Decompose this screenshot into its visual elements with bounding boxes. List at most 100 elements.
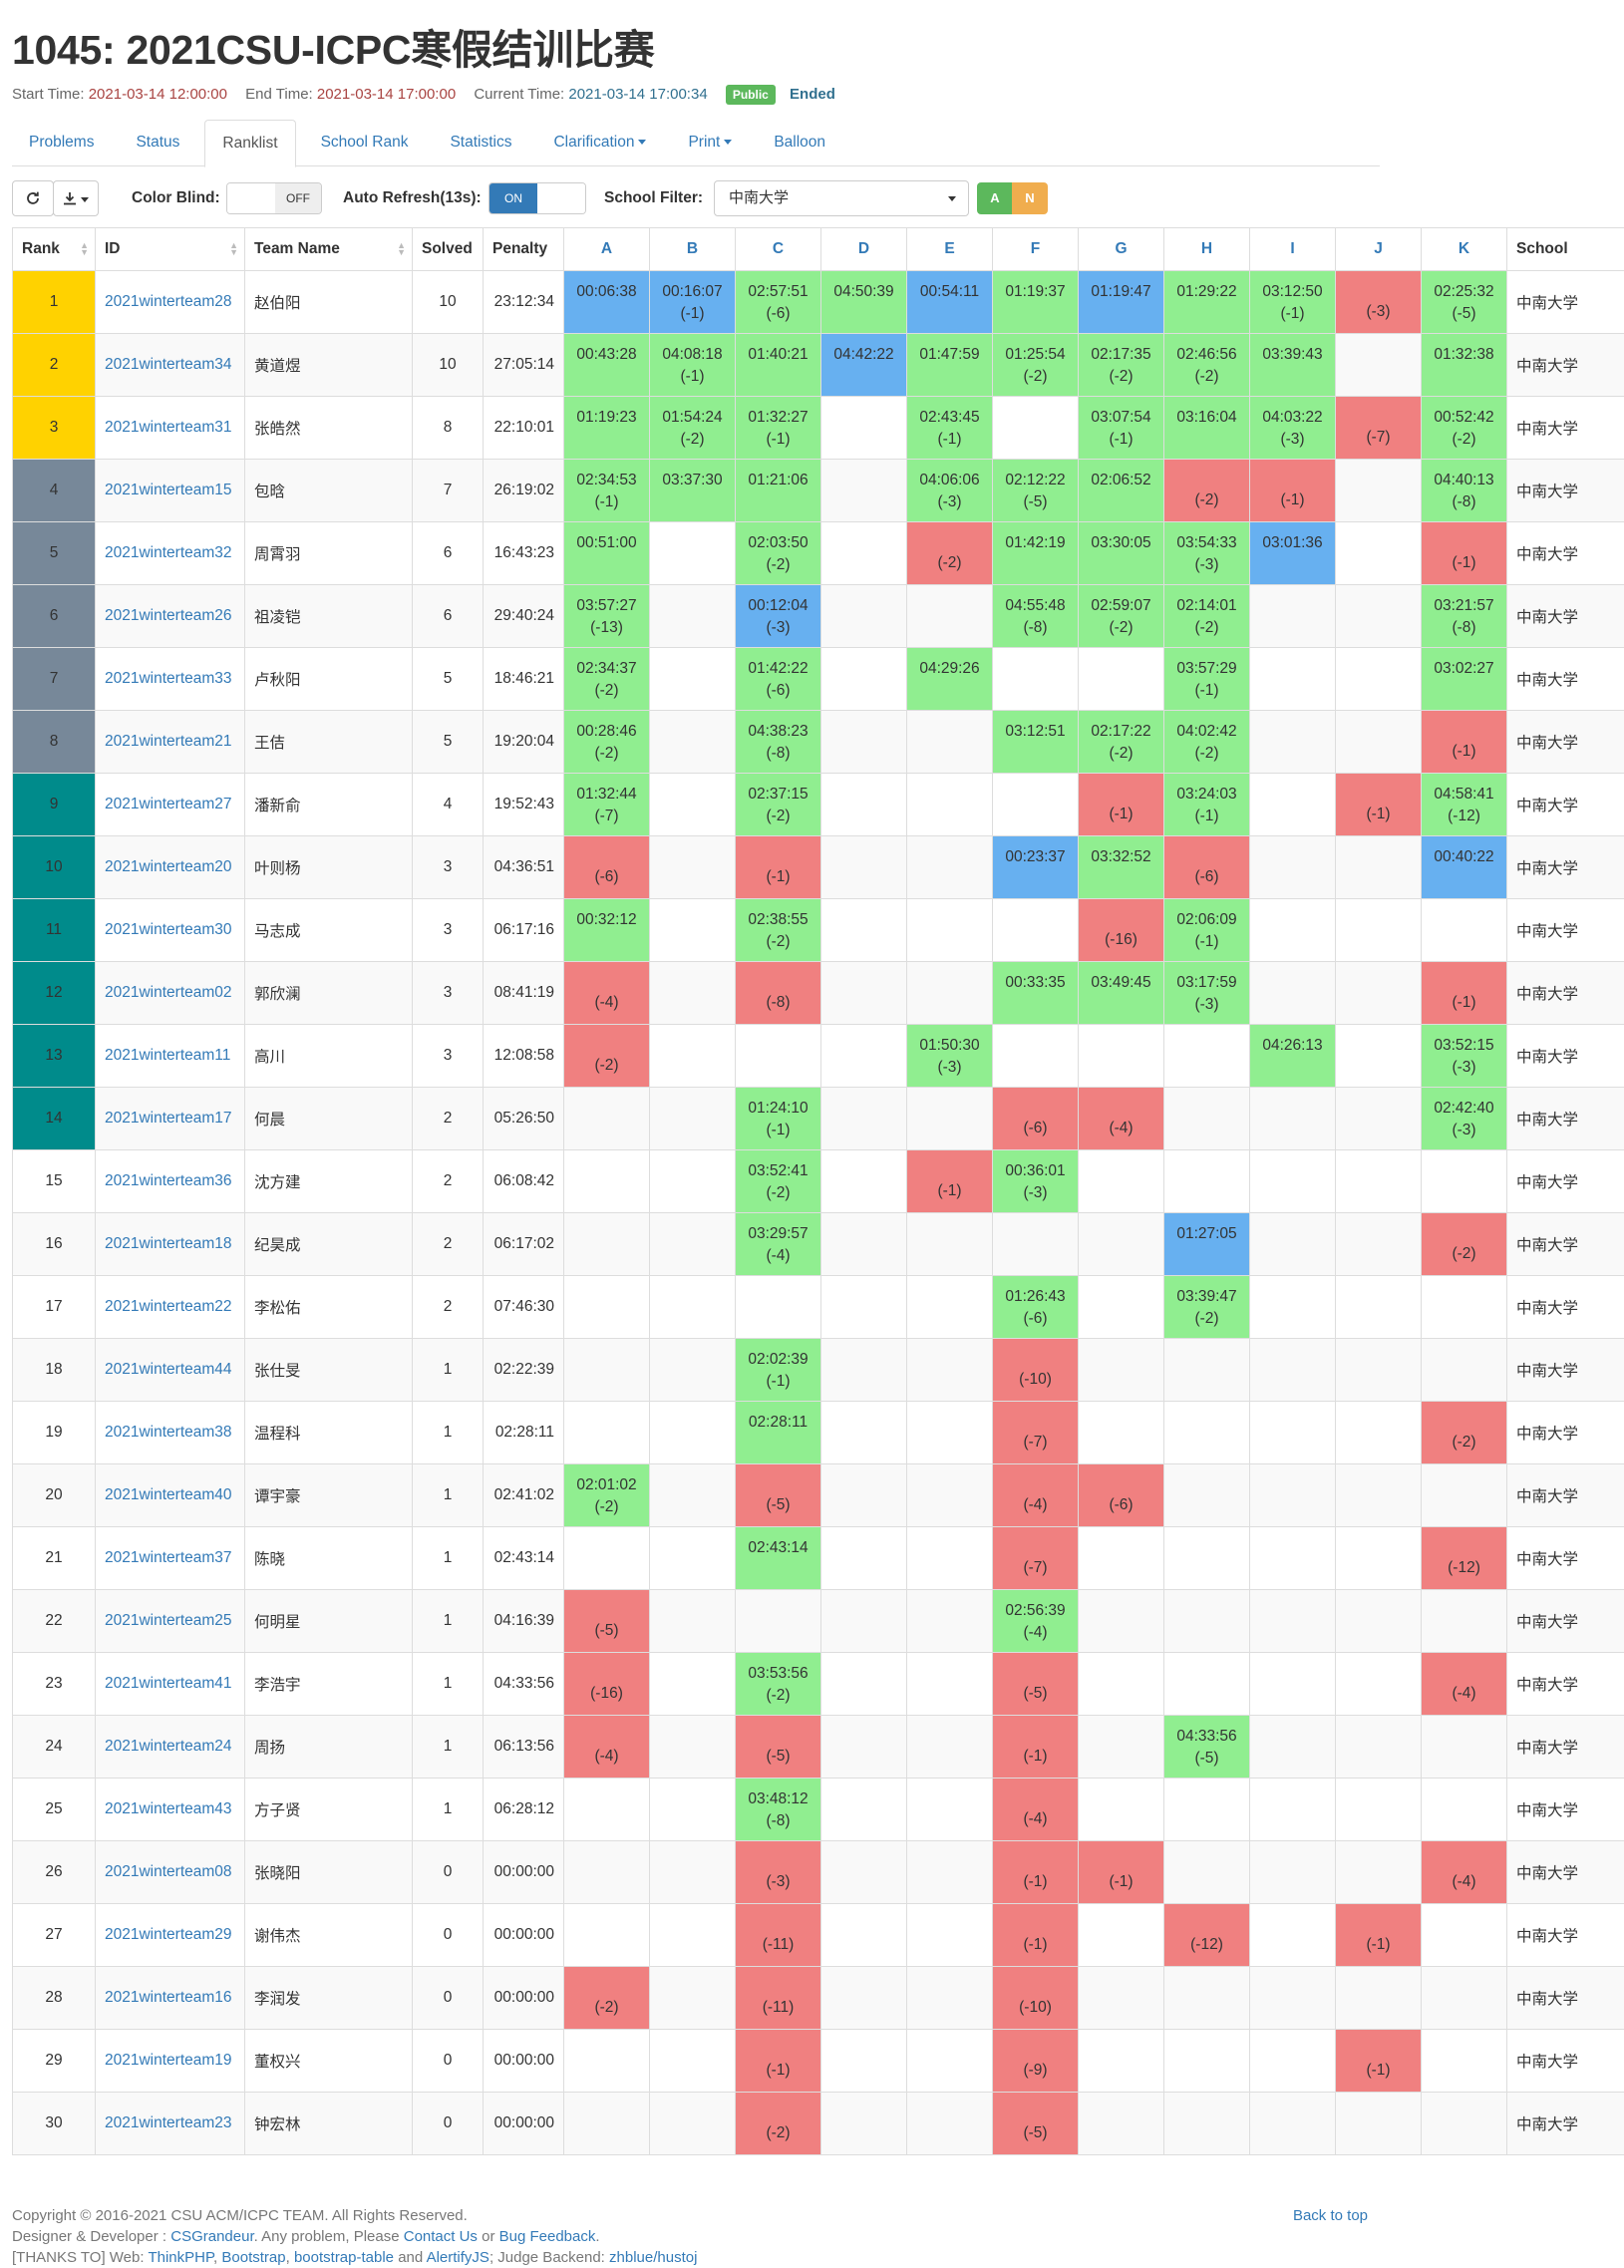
- bootstrap-link[interactable]: Bootstrap: [221, 2249, 286, 2266]
- contact-us-link[interactable]: Contact Us: [403, 2228, 478, 2245]
- team-id-link[interactable]: 2021winterteam32: [95, 521, 245, 585]
- problem-k-cell: (-4): [1421, 1652, 1507, 1716]
- team-id-link[interactable]: 2021winterteam38: [95, 1401, 245, 1464]
- team-id-link[interactable]: 2021winterteam25: [95, 1589, 245, 1653]
- solved-cell: 10: [412, 270, 484, 334]
- problem-g-cell: [1078, 1401, 1164, 1464]
- team-id-link[interactable]: 2021winterteam34: [95, 333, 245, 397]
- tab-school-rank[interactable]: School Rank: [320, 134, 409, 151]
- table-row: 30 2021winterteam23 钟宏林 0 00:00:00 (-2) (-5) 中南…: [12, 2092, 1624, 2155]
- team-id-link[interactable]: 2021winterteam08: [95, 1840, 245, 1904]
- col-solved-header[interactable]: Solved: [412, 227, 484, 271]
- ac-time: 02:37:15: [748, 786, 809, 803]
- table-header-row: Rank ▲ ▼ ID ▲ ▼ Team Name ▲ ▼ Solved Penalty A B C D E F…: [12, 227, 1624, 271]
- team-id-link[interactable]: 2021winterteam24: [95, 1715, 245, 1779]
- problem-i-cell: [1249, 1840, 1336, 1904]
- bootstrap-table-link[interactable]: bootstrap-table: [293, 2249, 395, 2266]
- team-id-link[interactable]: 2021winterteam26: [95, 584, 245, 648]
- team-id-link[interactable]: 2021winterteam15: [95, 459, 245, 522]
- col-problem-d-header[interactable]: D: [820, 227, 907, 271]
- team-id-link[interactable]: 2021winterteam17: [95, 1087, 245, 1150]
- team-id-link[interactable]: 2021winterteam44: [95, 1338, 245, 1402]
- ac-time: 04:29:26: [919, 660, 980, 677]
- alertify-link[interactable]: AlertifyJS: [426, 2249, 489, 2266]
- col-rank-header[interactable]: Rank ▲ ▼: [12, 227, 96, 271]
- tab-print[interactable]: Print: [671, 120, 749, 164]
- problem-h-cell: [1163, 1778, 1250, 1841]
- team-id-link[interactable]: 2021winterteam19: [95, 2029, 245, 2093]
- problem-e-cell: [906, 1212, 993, 1276]
- thinkphp-link[interactable]: ThinkPHP: [148, 2249, 214, 2266]
- col-problem-h-header[interactable]: H: [1163, 227, 1250, 271]
- wrong-attempts: (-5): [594, 1622, 619, 1639]
- team-id-link[interactable]: 2021winterteam27: [95, 773, 245, 836]
- team-id-link[interactable]: 2021winterteam43: [95, 1778, 245, 1841]
- col-problem-b-header[interactable]: B: [649, 227, 736, 271]
- team-id-link[interactable]: 2021winterteam18: [95, 1212, 245, 1276]
- team-id-link[interactable]: 2021winterteam37: [95, 1526, 245, 1590]
- problem-k-cell: [1421, 1149, 1507, 1213]
- problem-b-cell: [649, 1275, 736, 1339]
- filter-a-button[interactable]: A: [977, 182, 1013, 214]
- col-problem-j-header[interactable]: J: [1335, 227, 1422, 271]
- problem-e-cell: (-1): [906, 1149, 993, 1213]
- col-problem-c-header[interactable]: C: [735, 227, 821, 271]
- col-problem-a-header[interactable]: A: [563, 227, 650, 271]
- team-id-link[interactable]: 2021winterteam16: [95, 1966, 245, 2030]
- penalty-cell: 02:43:14: [483, 1526, 564, 1590]
- table-row: 25 2021winterteam43 方子贤 1 06:28:12 03:48:12 (-…: [12, 1778, 1624, 1841]
- problem-d-cell: [820, 961, 907, 1025]
- col-problem-e-header[interactable]: E: [906, 227, 993, 271]
- auto-refresh-toggle[interactable]: ON: [488, 182, 586, 214]
- team-id-link[interactable]: 2021winterteam02: [95, 961, 245, 1025]
- team-id-link[interactable]: 2021winterteam29: [95, 1903, 245, 1967]
- color-blind-toggle[interactable]: OFF: [226, 182, 322, 214]
- col-problem-k-header[interactable]: K: [1421, 227, 1507, 271]
- team-id-link[interactable]: 2021winterteam30: [95, 898, 245, 962]
- team-id-link[interactable]: 2021winterteam20: [95, 835, 245, 899]
- problem-h-cell: 03:54:33 (-3): [1163, 521, 1250, 585]
- problem-b-cell: [649, 1024, 736, 1088]
- tab-ranklist[interactable]: Ranklist: [204, 120, 296, 167]
- filter-n-button[interactable]: N: [1012, 182, 1048, 214]
- rank-cell: 5: [12, 521, 96, 585]
- back-to-top-link[interactable]: Back to top: [1292, 2207, 1368, 2224]
- team-id-link[interactable]: 2021winterteam28: [95, 270, 245, 334]
- refresh-button[interactable]: [12, 180, 54, 216]
- tab-status[interactable]: Status: [136, 134, 180, 151]
- tab-problems[interactable]: Problems: [29, 134, 95, 151]
- wrong-attempts: (-2): [1194, 491, 1219, 508]
- problem-k-cell: [1421, 2092, 1507, 2155]
- col-problem-g-header[interactable]: G: [1078, 227, 1164, 271]
- tab-balloon[interactable]: Balloon: [774, 134, 826, 151]
- problem-g-cell: 03:49:45: [1078, 961, 1164, 1025]
- wrong-attempts: (-2): [680, 431, 705, 448]
- tab-clarification[interactable]: Clarification: [536, 120, 663, 164]
- team-id-link[interactable]: 2021winterteam11: [95, 1024, 245, 1088]
- team-id-link[interactable]: 2021winterteam21: [95, 710, 245, 774]
- designer-link[interactable]: CSGrandeur: [170, 2228, 254, 2245]
- problem-d-cell: [820, 1778, 907, 1841]
- team-id-link[interactable]: 2021winterteam41: [95, 1652, 245, 1716]
- col-penalty-header[interactable]: Penalty: [483, 227, 564, 271]
- team-id-link[interactable]: 2021winterteam40: [95, 1463, 245, 1527]
- bug-feedback-link[interactable]: Bug Feedback: [498, 2228, 596, 2245]
- tab-statistics[interactable]: Statistics: [450, 134, 512, 151]
- problem-a-cell: (-4): [563, 1715, 650, 1779]
- wrong-attempts: (-5): [766, 1496, 791, 1513]
- penalty-cell: 08:41:19: [483, 961, 564, 1025]
- school-filter-select[interactable]: 中南大学: [714, 180, 969, 216]
- team-id-link[interactable]: 2021winterteam31: [95, 396, 245, 460]
- team-id-link[interactable]: 2021winterteam22: [95, 1275, 245, 1339]
- col-team-name-header[interactable]: Team Name ▲ ▼: [244, 227, 413, 271]
- problem-g-cell: 03:07:54 (-1): [1078, 396, 1164, 460]
- hustoj-link[interactable]: zhblue/hustoj: [609, 2249, 698, 2266]
- team-id-link[interactable]: 2021winterteam23: [95, 2092, 245, 2155]
- problem-h-cell: [1163, 1087, 1250, 1150]
- col-id-header[interactable]: ID ▲ ▼: [95, 227, 245, 271]
- col-problem-f-header[interactable]: F: [992, 227, 1079, 271]
- export-dropdown-button[interactable]: [53, 180, 99, 216]
- team-id-link[interactable]: 2021winterteam36: [95, 1149, 245, 1213]
- team-id-link[interactable]: 2021winterteam33: [95, 647, 245, 711]
- col-problem-i-header[interactable]: I: [1249, 227, 1336, 271]
